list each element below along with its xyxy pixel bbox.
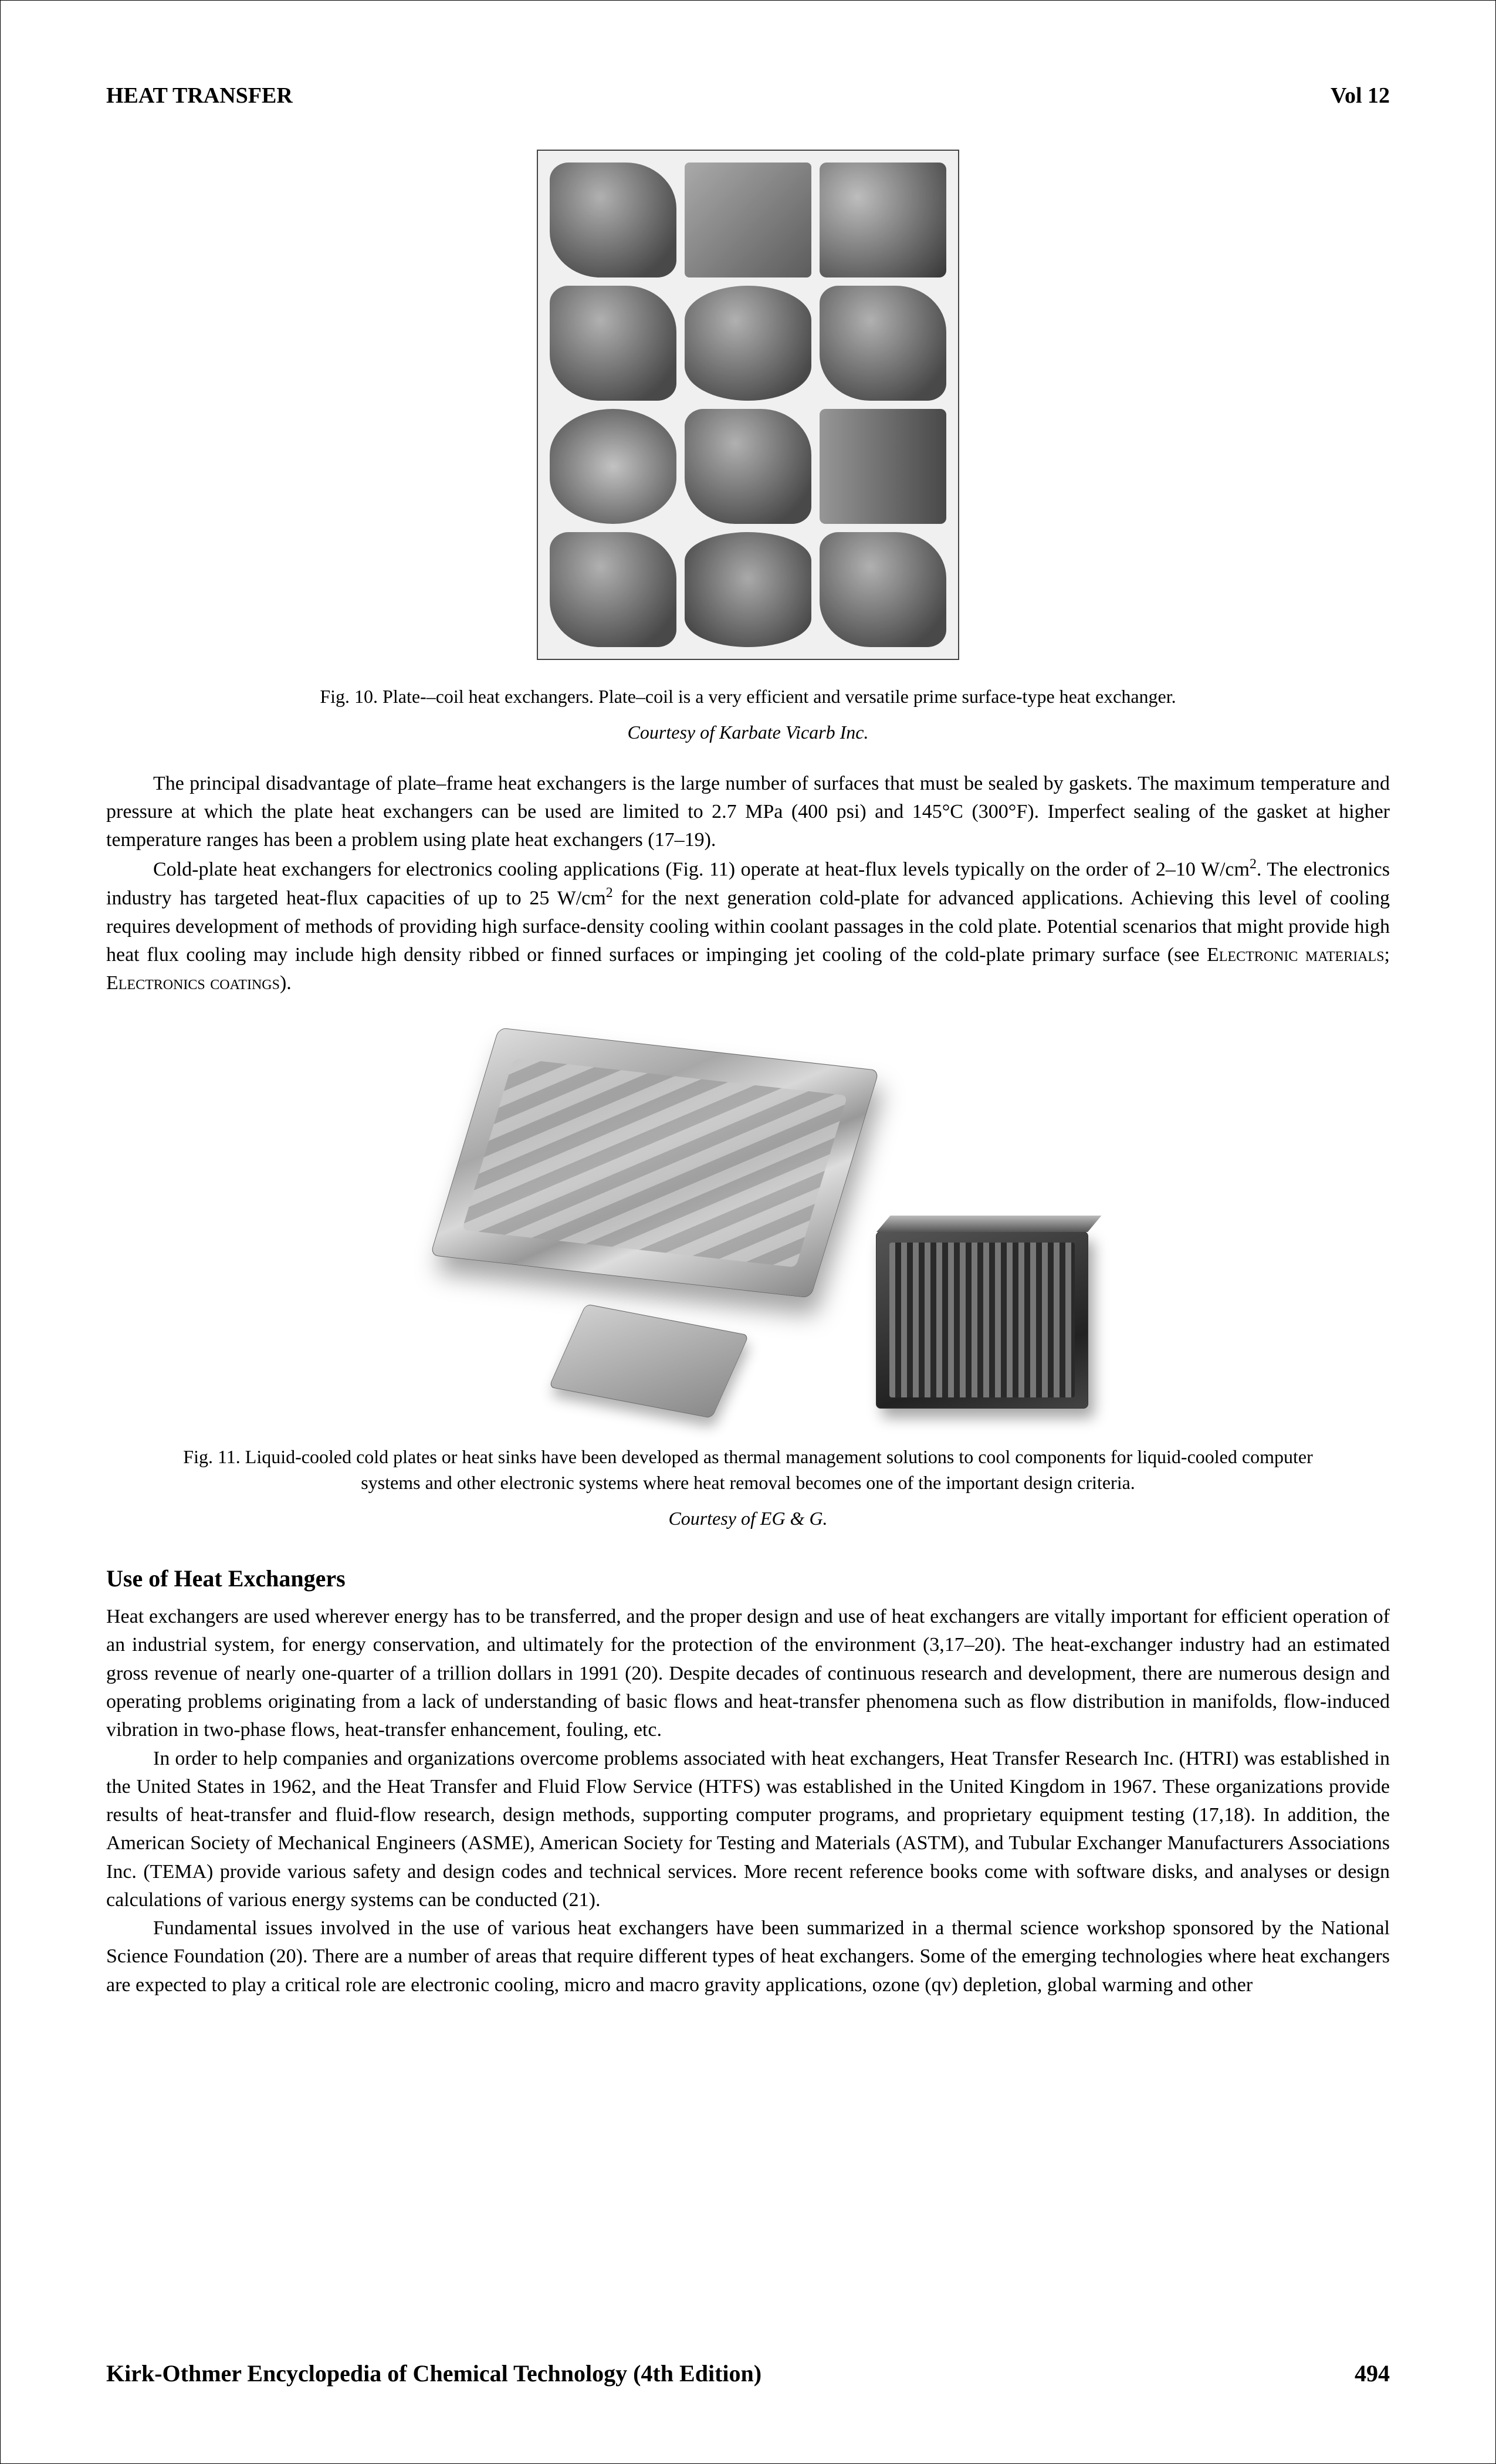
- header-right: Vol 12: [1331, 83, 1390, 109]
- figure-11-caption: Fig. 11. Liquid-cooled cold plates or he…: [161, 1444, 1335, 1497]
- footer-page-number: 494: [1355, 2360, 1390, 2387]
- heat-exchanger-icon: [685, 163, 811, 277]
- heat-exchanger-icon: [820, 286, 946, 401]
- heat-exchanger-icon: [550, 409, 676, 524]
- section-para-3: Fundamental issues involved in the use o…: [106, 1914, 1390, 1999]
- paragraph-1: The principal disadvantage of plate–fram…: [106, 770, 1390, 855]
- small-plate-icon: [549, 1304, 749, 1418]
- cross-ref-electronics-coatings: Electronics coatings: [106, 972, 280, 994]
- heat-exchanger-icon: [685, 286, 811, 401]
- heat-exchanger-icon: [550, 286, 676, 401]
- figure-11-courtesy: Courtesy of EG & G.: [106, 1508, 1390, 1529]
- figure-11: Fig. 11. Liquid-cooled cold plates or he…: [106, 1027, 1390, 1530]
- header-left: HEAT TRANSFER: [106, 83, 293, 109]
- figure-10-grid: [550, 163, 946, 647]
- para2-seg-a: Cold-plate heat exchangers for electroni…: [153, 858, 1250, 880]
- heat-sink-icon: [876, 1231, 1088, 1409]
- cold-plate-icon: [430, 1027, 879, 1298]
- heat-exchanger-icon: [550, 532, 676, 647]
- figure-10-image: [537, 150, 959, 660]
- heat-exchanger-icon: [685, 409, 811, 524]
- section-para-2: In order to help companies and organizat…: [106, 1745, 1390, 1915]
- superscript-2: 2: [1250, 857, 1257, 872]
- figure-10-caption: Fig. 10. Plate-–coil heat exchangers. Pl…: [161, 683, 1335, 710]
- section-title-use-of-heat-exchangers: Use of Heat Exchangers: [106, 1565, 1390, 1592]
- footer-left: Kirk-Othmer Encyclopedia of Chemical Tec…: [106, 2360, 761, 2387]
- paragraph-2: Cold-plate heat exchangers for electroni…: [106, 855, 1390, 998]
- heat-exchanger-icon: [820, 409, 946, 524]
- semicolon: ;: [1385, 944, 1390, 966]
- cross-ref-electronic-materials: Electronic materials: [1207, 944, 1385, 966]
- figure-11-image: [396, 1027, 1100, 1420]
- running-header: HEAT TRANSFER Vol 12: [106, 83, 1390, 109]
- close-paren: ).: [280, 972, 292, 994]
- page: HEAT TRANSFER Vol 12 Fig. 10. Plate-–coi…: [0, 0, 1496, 2464]
- heat-exchanger-icon: [820, 532, 946, 647]
- figure-10-courtesy: Courtesy of Karbate Vicarb Inc.: [106, 722, 1390, 743]
- figure-10: Fig. 10. Plate-–coil heat exchangers. Pl…: [106, 150, 1390, 743]
- running-footer: Kirk-Othmer Encyclopedia of Chemical Tec…: [106, 2360, 1390, 2387]
- heat-exchanger-icon: [685, 532, 811, 647]
- section-para-1: Heat exchangers are used wherever energy…: [106, 1603, 1390, 1744]
- superscript-2: 2: [606, 885, 613, 901]
- heat-exchanger-icon: [550, 163, 676, 277]
- heat-exchanger-icon: [820, 163, 946, 277]
